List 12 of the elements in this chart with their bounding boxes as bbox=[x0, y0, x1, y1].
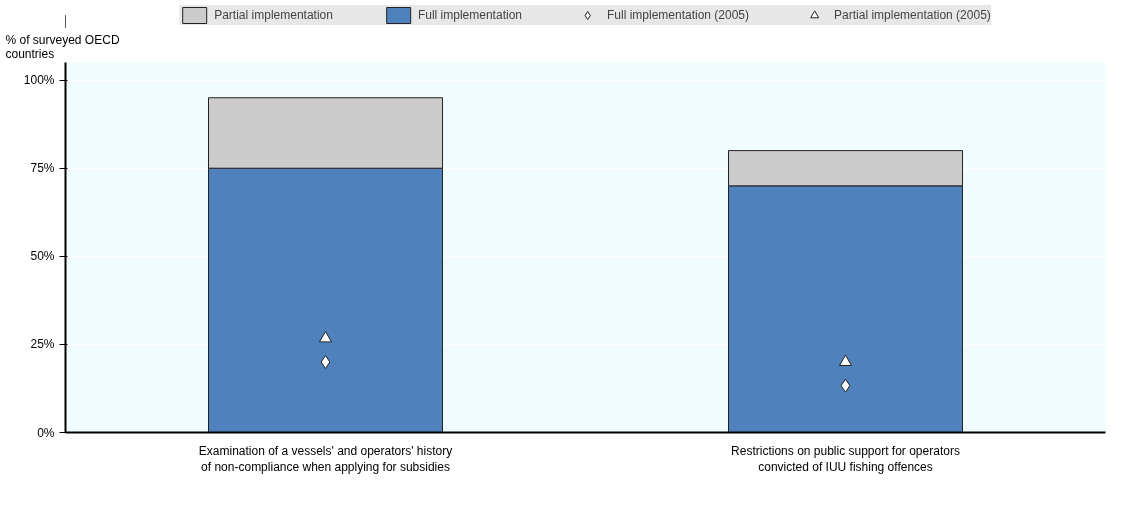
y-axis-title: % of surveyed OECD countries bbox=[5, 32, 120, 61]
y-tick-label: 25% bbox=[30, 337, 55, 352]
y-tick-label: 0% bbox=[37, 425, 55, 440]
y-tick-label: 50% bbox=[30, 249, 55, 264]
legend-label: Full implementation (2005) bbox=[606, 8, 750, 22]
legend-label: Full implementation bbox=[417, 8, 522, 22]
legend-label: Partial implementation bbox=[214, 8, 333, 22]
x-tick-label: Examination of a vessels' and operators' history of non-compliance when applying for subsidies bbox=[198, 443, 453, 475]
legend-label: Partial implementation (2005) bbox=[834, 8, 991, 22]
y-tick-label: 75% bbox=[30, 161, 55, 176]
x-tick-label: Restrictions on public support for operators convicted of IUU fishing offences bbox=[731, 443, 960, 475]
y-tick-label: 100% bbox=[23, 73, 55, 88]
